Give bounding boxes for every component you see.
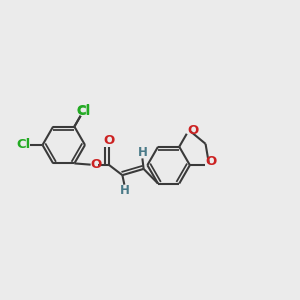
Text: Cl: Cl [76,104,91,118]
Text: H: H [137,146,147,159]
Text: O: O [103,134,114,147]
Text: Cl: Cl [16,139,31,152]
Text: O: O [91,158,102,171]
Text: O: O [187,124,198,137]
Text: O: O [205,155,216,168]
Text: Cl: Cl [76,104,91,117]
Text: H: H [119,184,129,197]
